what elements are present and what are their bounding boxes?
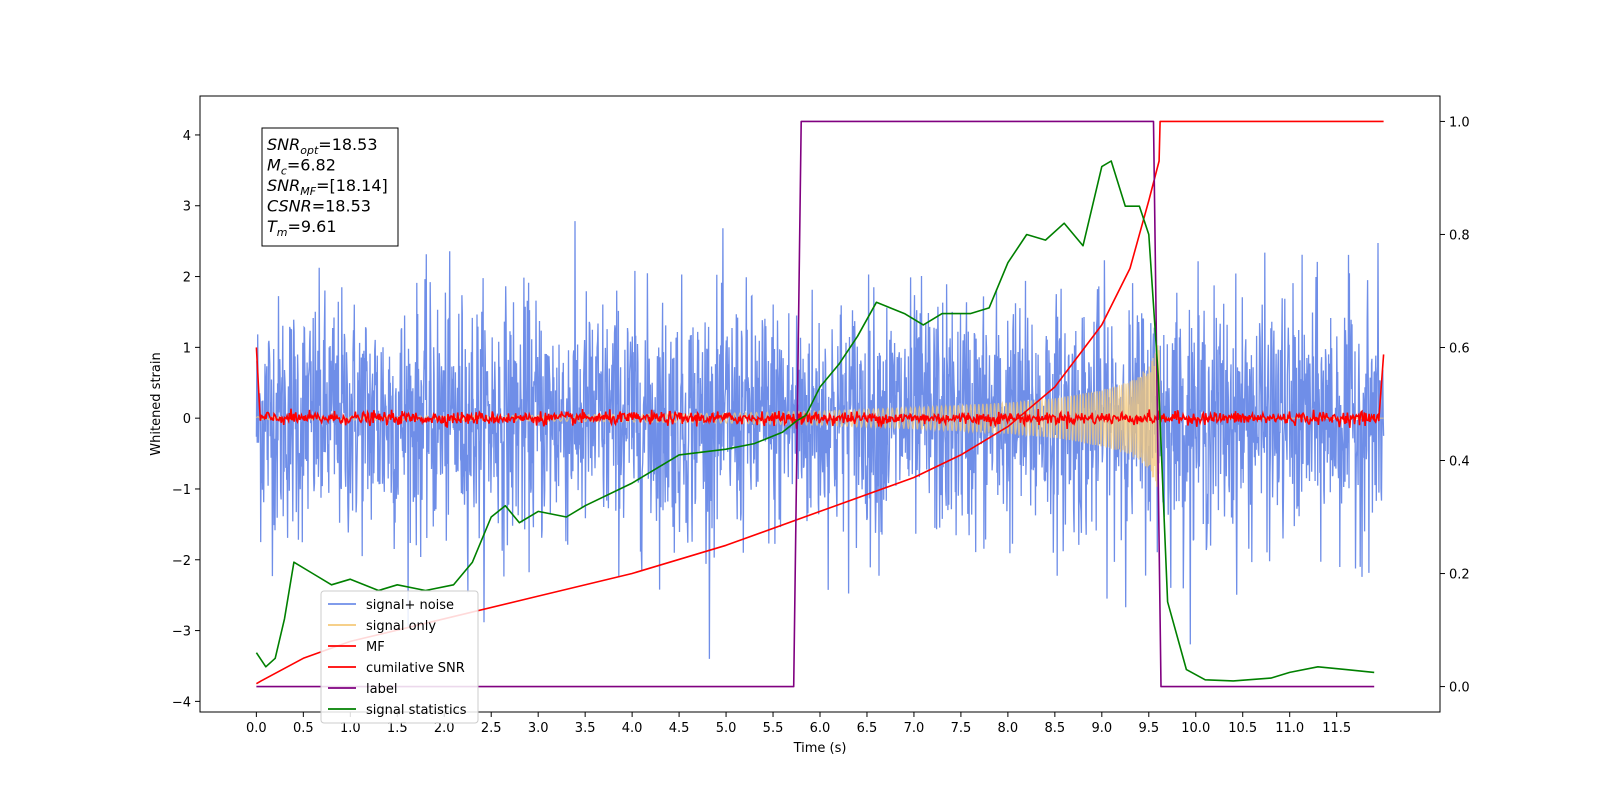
x-tick-label: 4.0: [622, 721, 643, 736]
legend-label: cumilative SNR: [366, 661, 465, 676]
legend-label: MF: [366, 640, 385, 655]
legend-label: signal statistics: [366, 703, 467, 718]
x-tick-label: 11.5: [1322, 721, 1351, 736]
x-tick-label: 8.0: [998, 721, 1019, 736]
annotation-line: Mc=6.82: [267, 156, 336, 178]
x-tick-label: 10.0: [1181, 721, 1210, 736]
x-tick-label: 0.0: [246, 721, 267, 736]
x-tick-label: 11.0: [1275, 721, 1304, 736]
legend-label: label: [366, 682, 397, 697]
x-tick-label: 10.5: [1228, 721, 1257, 736]
annotation-line: Tm=9.61: [267, 217, 337, 239]
y-left-tick-label: −3: [172, 625, 191, 640]
x-tick-label: 2.0: [434, 721, 455, 736]
y-right-tick-label: 0.4: [1449, 455, 1470, 470]
annotation-box: SNRopt=18.53Mc=6.82SNRMF=[18.14]CSNR=18.…: [261, 127, 399, 247]
y-left-tick-label: 2: [183, 271, 191, 286]
y-left-tick-label: −4: [172, 695, 191, 710]
y-right-tick-label: 0.8: [1449, 228, 1470, 243]
x-tick-label: 9.5: [1138, 721, 1159, 736]
series-signal-noise: [255, 221, 1385, 659]
y-left-tick-label: 0: [183, 412, 191, 427]
x-tick-label: 6.5: [857, 721, 878, 736]
y-axis-left-label: Whitened strain: [149, 352, 164, 455]
annotation-line: SNRMF=[18.14]: [267, 176, 388, 198]
series-signal-statistics: [255, 160, 1375, 682]
annotation-frame: [261, 127, 399, 247]
series-mf: [255, 347, 1385, 429]
x-tick-label: 5.0: [716, 721, 737, 736]
y-right-tick-label: 0.6: [1449, 341, 1470, 356]
x-tick-label: 2.5: [481, 721, 502, 736]
x-tick-label: 0.5: [293, 721, 314, 736]
y-right-tick-label: 1.0: [1449, 115, 1470, 130]
x-tick-label: 1.0: [340, 721, 361, 736]
y-axis-right: 1.0 0.8 0.6 0.4 0.2 0.0: [1440, 115, 1470, 696]
y-axis-left: 4 3 2 1 0 −1 −2 −3 −4: [172, 129, 200, 710]
series-label: [256, 120, 1375, 688]
legend-label: signal only: [366, 619, 436, 634]
x-tick-label: 6.0: [810, 721, 831, 736]
x-tick-label: 7.0: [904, 721, 925, 736]
y-right-tick-label: 0.2: [1449, 568, 1470, 583]
x-tick-label: 1.5: [387, 721, 408, 736]
annotation-line: CSNR=18.53: [267, 197, 371, 216]
y-left-tick-label: −1: [172, 483, 191, 498]
annotation-line: SNRopt=18.53: [267, 135, 378, 157]
y-right-tick-label: 0.0: [1449, 681, 1470, 696]
y-left-tick-label: 1: [183, 341, 191, 356]
legend: signal+ noise signal only MF cumilative SNR…: [320, 590, 479, 724]
legend-label: signal+ noise: [366, 598, 454, 613]
y-left-tick-label: −2: [172, 554, 191, 569]
x-tick-label: 3.5: [575, 721, 596, 736]
x-tick-label: 5.5: [763, 721, 784, 736]
legend-frame: [320, 590, 479, 724]
y-left-tick-label: 3: [183, 200, 191, 215]
x-tick-label: 4.5: [669, 721, 690, 736]
x-axis-label: Time (s): [793, 741, 847, 756]
x-tick-label: 3.0: [528, 721, 549, 736]
x-tick-label: 9.0: [1091, 721, 1112, 736]
y-left-tick-label: 4: [183, 129, 191, 144]
x-tick-label: 8.5: [1045, 721, 1066, 736]
x-tick-label: 7.5: [951, 721, 972, 736]
x-axis: 0.0 0.5 1.0 1.5 2.0 2.5 3.0 3.5 4.0 4.5 5.0 5.5 6.0 6…: [246, 712, 1351, 736]
